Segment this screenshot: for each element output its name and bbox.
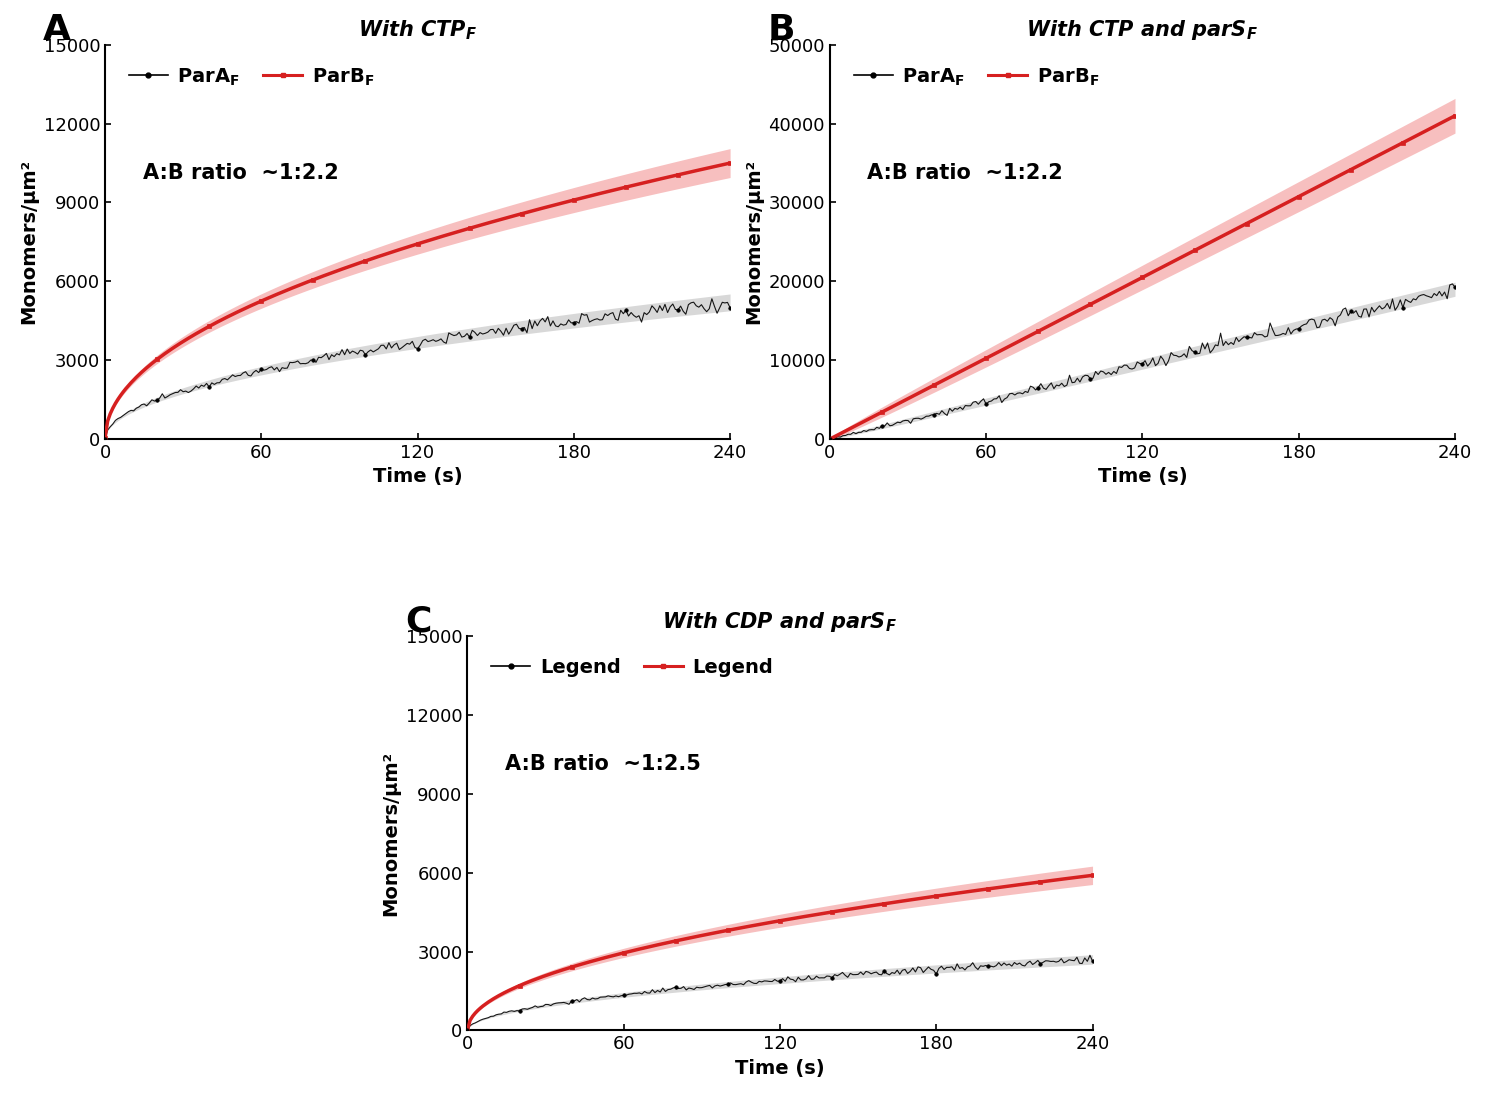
Title: With CTP and parS$_\mathregular{F}$: With CTP and parS$_\mathregular{F}$ xyxy=(1026,18,1258,43)
Text: C: C xyxy=(405,605,432,638)
Y-axis label: Monomers/μm²: Monomers/μm² xyxy=(20,159,38,325)
Title: With CTP$_\mathregular{F}$: With CTP$_\mathregular{F}$ xyxy=(358,18,477,43)
Text: A: A xyxy=(42,13,70,47)
Text: A:B ratio  ~1:2.5: A:B ratio ~1:2.5 xyxy=(506,755,700,774)
Legend: Legend, Legend: Legend, Legend xyxy=(483,650,782,684)
Text: B: B xyxy=(768,13,795,47)
X-axis label: Time (s): Time (s) xyxy=(1098,467,1188,486)
X-axis label: Time (s): Time (s) xyxy=(372,467,462,486)
Title: With CDP and parS$_\mathregular{F}$: With CDP and parS$_\mathregular{F}$ xyxy=(663,609,897,634)
Text: A:B ratio  ~1:2.2: A:B ratio ~1:2.2 xyxy=(867,164,1064,183)
Y-axis label: Monomers/μm²: Monomers/μm² xyxy=(744,159,764,325)
Y-axis label: Monomers/μm²: Monomers/μm² xyxy=(381,750,400,916)
X-axis label: Time (s): Time (s) xyxy=(735,1058,825,1077)
Legend: ParA$_\mathregular{F}$, ParB$_\mathregular{F}$: ParA$_\mathregular{F}$, ParB$_\mathregul… xyxy=(122,58,382,95)
Text: A:B ratio  ~1:2.2: A:B ratio ~1:2.2 xyxy=(142,164,339,183)
Legend: ParA$_\mathregular{F}$, ParB$_\mathregular{F}$: ParA$_\mathregular{F}$, ParB$_\mathregul… xyxy=(846,58,1107,95)
